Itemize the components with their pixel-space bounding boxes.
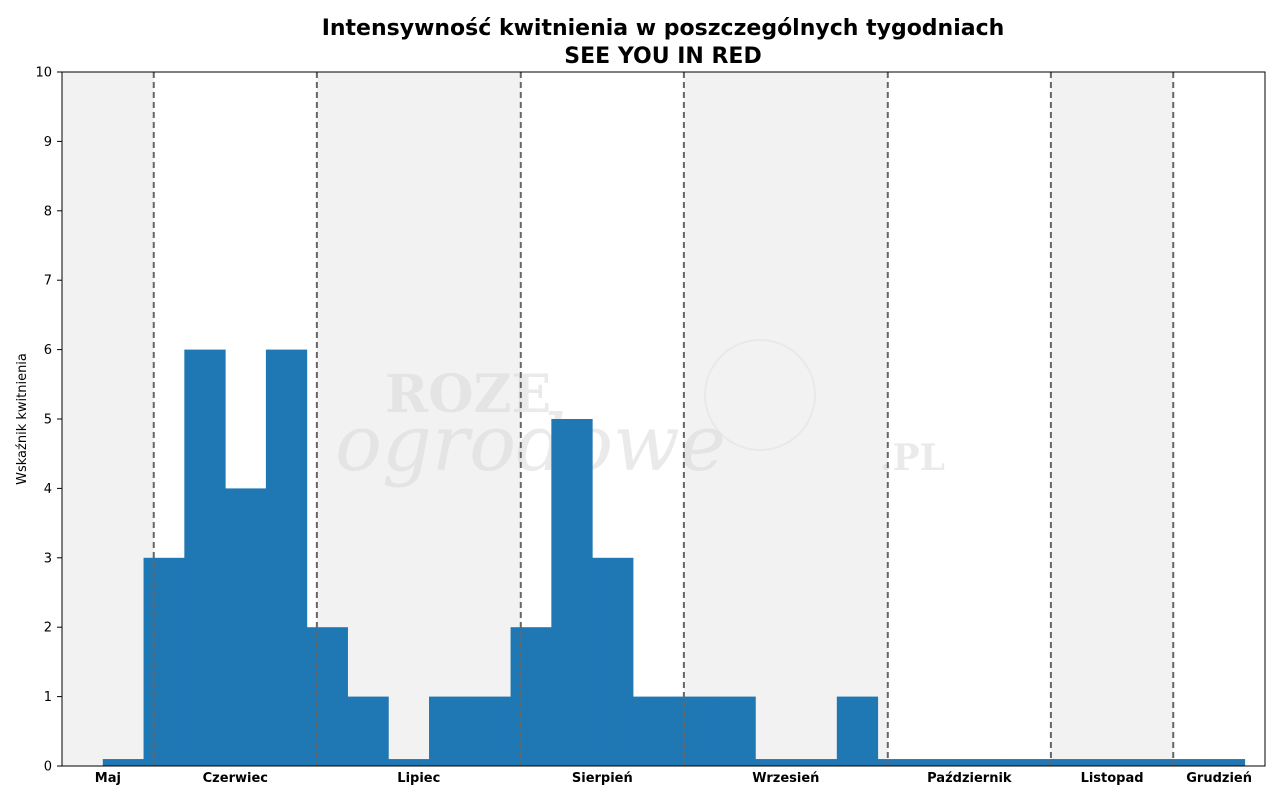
month-shade (62, 72, 154, 766)
bar (551, 419, 593, 766)
watermark-suffix: .PL (880, 437, 945, 479)
month-label: Sierpień (572, 771, 633, 786)
bar (918, 759, 960, 766)
month-shade (1050, 72, 1174, 766)
y-tick-label: 10 (35, 66, 52, 81)
y-tick-label: 8 (44, 204, 52, 219)
month-label: Maj (95, 771, 121, 786)
month-dividers-layer (152, 72, 1175, 766)
bar (102, 759, 145, 766)
bar (184, 349, 226, 766)
watermark-line2: ogrodowe (335, 399, 726, 489)
bar (755, 759, 797, 766)
bar (673, 696, 715, 766)
y-axis: 0 1 2 3 4 5 6 7 8 9 10 (35, 66, 62, 775)
bar (959, 759, 1001, 766)
month-label: Listopad (1081, 771, 1144, 786)
bar (143, 557, 185, 766)
chart-subtitle: SEE YOU IN RED (564, 44, 761, 69)
bar (1040, 759, 1082, 766)
watermark-logo: ROZE ogrodowe .PL (335, 339, 945, 489)
bar (429, 696, 471, 766)
chart-title: Intensywność kwitnienia w poszczególnych… (322, 16, 1005, 41)
y-tick-label: 7 (44, 274, 52, 289)
bar (632, 696, 675, 766)
month-shade (316, 72, 521, 766)
bar (796, 759, 838, 766)
bar (265, 349, 308, 766)
bar (388, 759, 430, 766)
bar (510, 627, 552, 766)
bar (469, 696, 512, 766)
y-axis-label: Wskaźnik kwitnienia (15, 353, 30, 485)
bar (1122, 759, 1164, 766)
bar (877, 759, 919, 766)
y-tick-label: 9 (44, 135, 52, 150)
y-tick-label: 6 (44, 343, 52, 358)
bar (592, 557, 634, 766)
watermark-line1: ROZE (385, 364, 551, 425)
bar (347, 696, 389, 766)
bar (836, 696, 879, 766)
x-axis-month-labels: Maj Czerwiec Lipiec Sierpień Wrzesień Paździe… (95, 771, 1252, 786)
month-label: Grudzień (1186, 771, 1252, 786)
bar (1203, 759, 1246, 766)
y-tick-label: 3 (44, 551, 52, 566)
bar (1081, 759, 1123, 766)
bar (306, 627, 348, 766)
watermark-rose-icon (704, 339, 816, 451)
bar (714, 696, 756, 766)
month-shading-layer (62, 72, 1174, 766)
month-shade (683, 72, 888, 766)
month-label: Czerwiec (203, 771, 268, 786)
y-tick-label: 2 (44, 621, 52, 636)
month-label: Wrzesień (752, 771, 819, 786)
y-tick-label: 4 (44, 482, 52, 497)
month-label: Październik (927, 771, 1012, 786)
y-tick-label: 5 (44, 413, 52, 428)
bars-layer (102, 349, 1246, 766)
y-tick-label: 0 (44, 760, 52, 775)
bar (1163, 759, 1205, 766)
y-tick-label: 1 (44, 690, 52, 705)
bar (225, 488, 267, 766)
month-label: Lipiec (397, 771, 440, 786)
bar (999, 759, 1042, 766)
